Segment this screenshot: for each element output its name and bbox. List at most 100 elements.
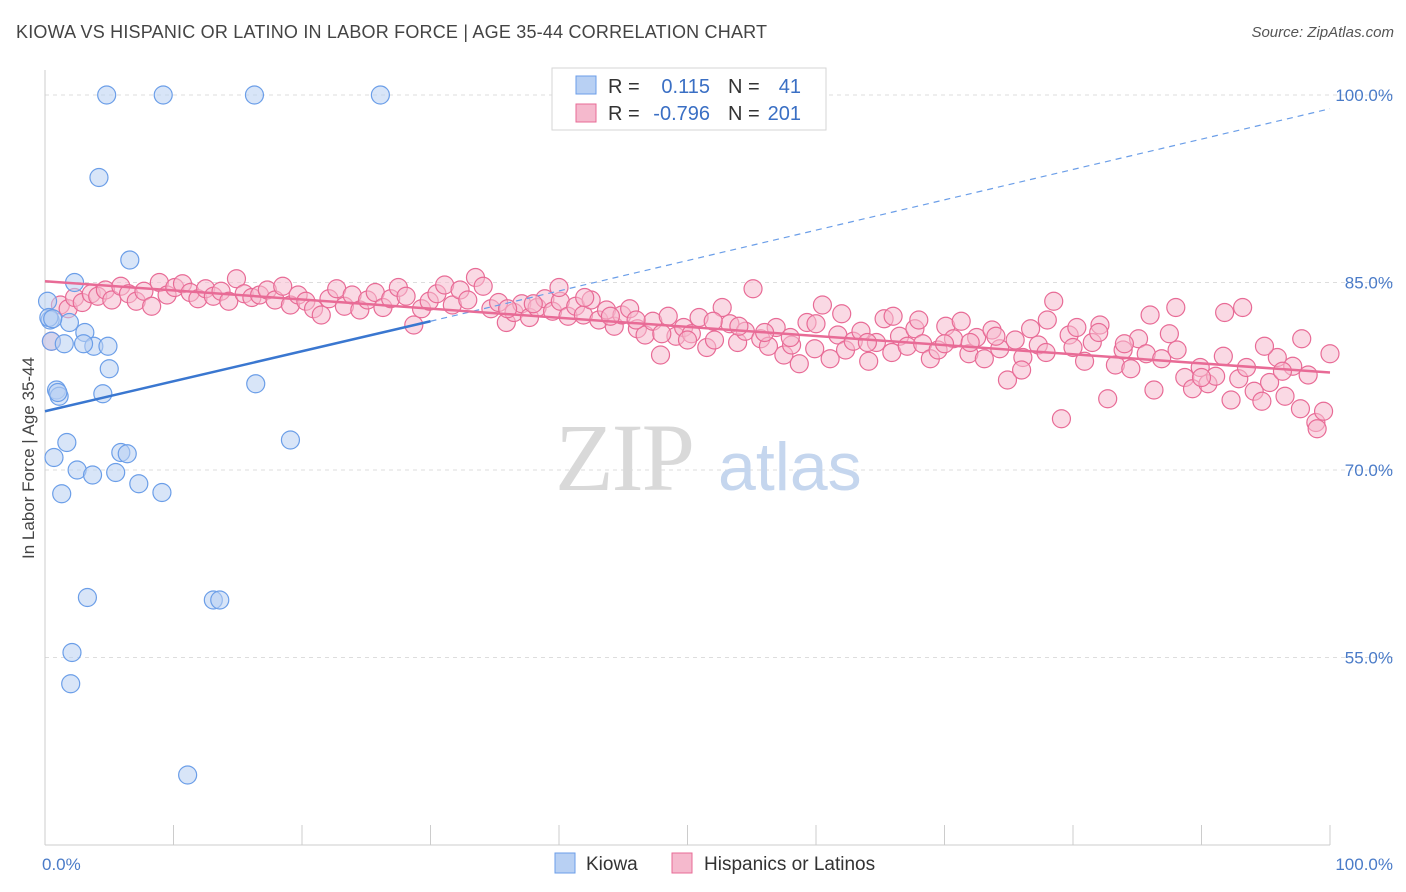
data-point-hispanic	[219, 291, 239, 311]
data-point-hispanic	[226, 269, 247, 289]
data-point-hispanic	[1215, 302, 1235, 323]
x-tick-label: 0.0%	[42, 855, 81, 874]
data-point-hispanic	[1121, 359, 1141, 379]
data-point-hispanic	[677, 330, 698, 350]
data-point-hispanic	[812, 295, 833, 315]
trend-lines	[44, 108, 1331, 413]
data-point-kiowa	[43, 309, 63, 329]
data-point-kiowa	[178, 765, 198, 785]
data-point-hispanic	[1298, 365, 1318, 385]
legend-n-label-1: N =	[728, 76, 760, 98]
data-point-hispanic	[658, 306, 678, 326]
legend-r-label-1: R =	[608, 76, 640, 98]
data-point-hispanic	[549, 277, 569, 298]
data-point-hispanic	[997, 370, 1018, 390]
data-point-hispanic	[806, 314, 826, 334]
data-point-hispanic	[729, 316, 749, 336]
data-point-kiowa	[54, 334, 74, 354]
watermark-zip: ZIP	[555, 404, 693, 511]
data-point-kiowa	[48, 382, 68, 403]
watermark-atlas: atlas	[718, 429, 862, 505]
data-point-hispanic	[703, 311, 723, 331]
data-point-kiowa	[152, 482, 172, 503]
data-point-kiowa	[82, 465, 103, 485]
data-point-hispanic	[805, 339, 825, 359]
series-legend-swatch-hispanic	[671, 852, 693, 874]
data-point-hispanic	[652, 324, 672, 344]
data-point-hispanic	[951, 311, 971, 331]
data-point-kiowa	[52, 484, 72, 504]
y-tick-label: 85.0%	[1345, 274, 1393, 293]
series-legend-hispanic: Hispanics or Latinos	[704, 854, 875, 875]
data-point-hispanic	[1098, 389, 1118, 409]
x-tick-labels: 0.0% 100.0%	[42, 855, 1393, 874]
data-point-hispanic	[712, 297, 732, 318]
data-point-hispanic	[1140, 305, 1160, 325]
data-point-hispanic	[743, 279, 763, 299]
data-point-kiowa	[246, 374, 266, 394]
data-point-hispanic	[1074, 351, 1095, 371]
legend-r-label-2: R =	[608, 103, 640, 125]
chart-source: Source: ZipAtlas.com	[1251, 24, 1394, 41]
data-point-kiowa	[57, 432, 77, 453]
data-point-hispanic	[1275, 386, 1295, 406]
data-point-kiowa	[244, 85, 265, 105]
data-point-hispanic	[458, 290, 478, 310]
watermark: ZIP atlas	[555, 404, 862, 511]
data-point-hispanic	[1260, 372, 1280, 393]
data-point-kiowa	[117, 444, 137, 464]
data-point-hispanic	[1159, 324, 1179, 344]
data-point-hispanic	[789, 354, 809, 374]
legend-n-value-1: 41	[779, 76, 801, 98]
data-point-kiowa	[370, 85, 390, 105]
data-point-hispanic	[626, 310, 646, 330]
y-axis-label: In Labor Force | Age 35-44	[19, 357, 38, 559]
data-point-hispanic	[704, 330, 725, 350]
data-point-kiowa	[280, 430, 301, 450]
data-point-kiowa	[129, 474, 149, 494]
data-point-hispanic	[1320, 344, 1340, 364]
y-tick-label: 70.0%	[1345, 461, 1393, 480]
legend-r-value-2: -0.796	[653, 103, 710, 125]
legend-r-value-1: 0.115	[661, 76, 710, 98]
data-point-kiowa	[210, 590, 230, 610]
trend-line-kiowa	[44, 320, 431, 413]
data-point-kiowa	[98, 336, 118, 356]
data-point-kiowa	[89, 167, 109, 188]
data-point-kiowa	[59, 312, 80, 333]
data-point-kiowa	[97, 85, 117, 105]
data-point-hispanic	[1144, 380, 1164, 400]
data-point-hispanic	[1037, 310, 1057, 330]
data-point-hispanic	[1233, 297, 1253, 318]
data-point-kiowa	[44, 447, 64, 468]
data-point-hispanic	[1307, 419, 1327, 439]
data-point-kiowa	[99, 359, 119, 379]
y-tick-label: 55.0%	[1345, 649, 1393, 668]
data-point-hispanic	[523, 294, 543, 314]
data-point-hispanic	[102, 290, 122, 310]
data-point-hispanic	[1051, 409, 1072, 429]
data-point-hispanic	[986, 326, 1006, 346]
data-point-kiowa	[106, 462, 126, 483]
legend-swatch-kiowa	[575, 75, 597, 95]
stats-legend: R = 0.115 N = 41 R = -0.796 N = 201	[551, 67, 827, 131]
data-point-hispanic	[1254, 336, 1275, 356]
data-point-hispanic	[832, 304, 852, 324]
data-point-hispanic	[1213, 346, 1233, 366]
data-point-kiowa	[120, 250, 140, 270]
series-legend-swatch-kiowa	[554, 852, 576, 874]
data-point-kiowa	[37, 291, 58, 311]
trend-line-hispanic	[44, 280, 1331, 374]
data-point-hispanic	[1005, 330, 1025, 350]
data-points	[37, 85, 1340, 785]
data-point-hispanic	[1114, 334, 1135, 354]
data-point-hispanic	[650, 345, 671, 365]
data-point-hispanic	[142, 296, 162, 316]
data-point-hispanic	[575, 287, 595, 308]
y-tick-label: 100.0%	[1335, 86, 1393, 105]
data-point-hispanic	[1166, 297, 1186, 318]
data-point-hispanic	[1292, 329, 1312, 349]
data-point-hispanic	[780, 327, 800, 348]
series-legend: Kiowa Hispanics or Latinos	[554, 852, 875, 875]
